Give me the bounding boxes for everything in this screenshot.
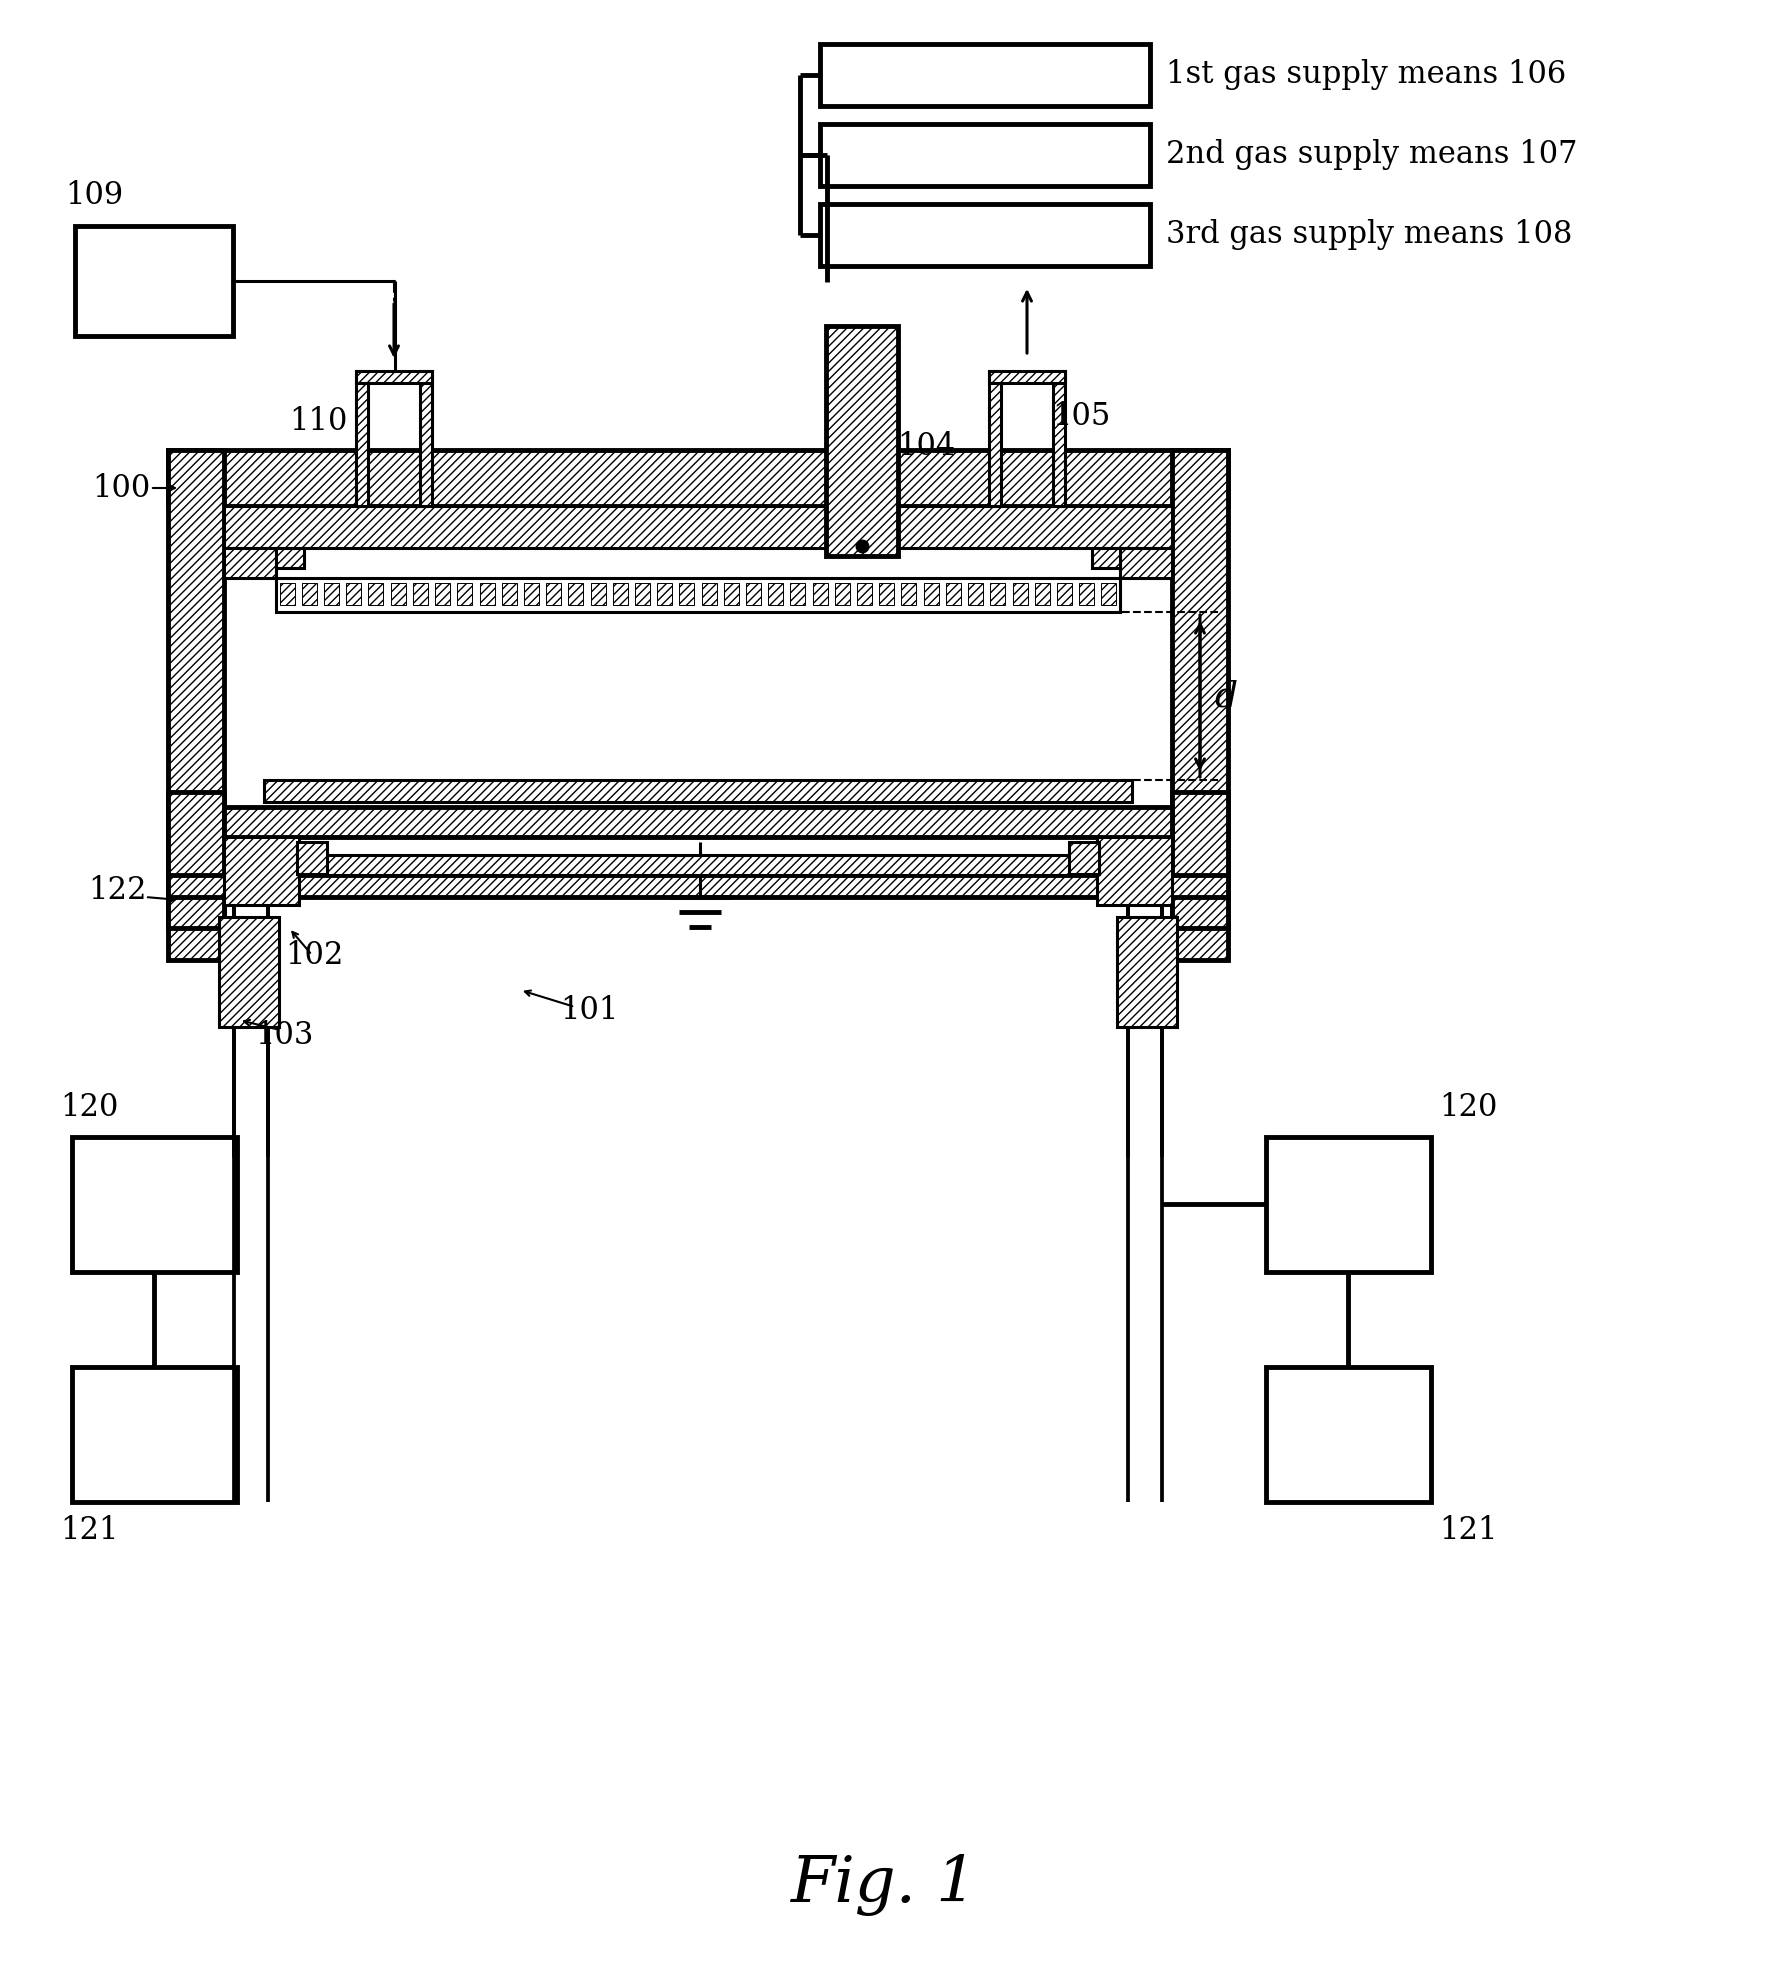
Bar: [769, 583, 783, 605]
Text: 100: 100: [92, 472, 150, 504]
Bar: [297, 842, 327, 873]
Bar: [168, 792, 225, 929]
Text: d: d: [1215, 680, 1238, 713]
Text: 104: 104: [896, 431, 955, 462]
Bar: [74, 225, 233, 336]
Bar: [1057, 583, 1071, 605]
Text: 121: 121: [60, 1514, 118, 1545]
Bar: [613, 583, 628, 605]
Bar: [1101, 583, 1116, 605]
Text: 120: 120: [60, 1091, 118, 1122]
Bar: [546, 583, 560, 605]
Bar: [324, 583, 339, 605]
Bar: [276, 579, 1119, 613]
Bar: [347, 583, 361, 605]
Bar: [263, 781, 1132, 802]
Bar: [820, 124, 1149, 186]
Bar: [1096, 838, 1172, 905]
Bar: [635, 583, 651, 605]
Bar: [368, 583, 384, 605]
Bar: [168, 451, 1229, 506]
Bar: [746, 583, 760, 605]
Bar: [302, 583, 316, 605]
Bar: [479, 583, 495, 605]
Bar: [923, 583, 939, 605]
Bar: [568, 583, 583, 605]
Bar: [591, 583, 606, 605]
Bar: [391, 583, 405, 605]
Bar: [225, 547, 276, 579]
Bar: [1266, 1367, 1430, 1502]
Bar: [1266, 1136, 1430, 1273]
Bar: [988, 371, 1001, 506]
Bar: [679, 583, 695, 605]
Bar: [1013, 583, 1027, 605]
Bar: [225, 856, 1172, 875]
Bar: [225, 506, 1172, 547]
Bar: [168, 875, 1229, 897]
Bar: [168, 451, 225, 960]
Bar: [435, 583, 451, 605]
Text: 3rd gas supply means 108: 3rd gas supply means 108: [1167, 219, 1572, 251]
Bar: [1093, 547, 1119, 567]
Bar: [225, 806, 1172, 838]
Text: 121: 121: [1439, 1514, 1497, 1545]
Bar: [1078, 583, 1094, 605]
Bar: [458, 583, 472, 605]
Bar: [1172, 451, 1229, 960]
Bar: [279, 583, 295, 605]
Bar: [702, 583, 716, 605]
Bar: [421, 371, 431, 506]
Bar: [813, 583, 827, 605]
Bar: [857, 583, 872, 605]
Bar: [820, 43, 1149, 107]
Bar: [988, 371, 1064, 383]
Text: 109: 109: [65, 180, 124, 211]
Bar: [225, 838, 299, 905]
Text: 1st gas supply means 106: 1st gas supply means 106: [1167, 59, 1566, 91]
Text: 2nd gas supply means 107: 2nd gas supply means 107: [1167, 140, 1577, 170]
Bar: [658, 583, 672, 605]
Bar: [502, 583, 516, 605]
Bar: [219, 917, 279, 1028]
Text: 102: 102: [285, 939, 343, 970]
Bar: [72, 1367, 237, 1502]
Bar: [820, 204, 1149, 267]
Bar: [723, 583, 739, 605]
Bar: [1172, 792, 1229, 929]
Bar: [879, 583, 895, 605]
Text: 110: 110: [288, 405, 347, 437]
Bar: [72, 1136, 237, 1273]
Bar: [790, 583, 806, 605]
Text: 101: 101: [560, 994, 619, 1026]
Bar: [1119, 547, 1172, 579]
Bar: [969, 583, 983, 605]
Bar: [826, 326, 898, 555]
Bar: [1117, 917, 1177, 1028]
Text: Fig. 1: Fig. 1: [790, 1853, 978, 1917]
Text: 122: 122: [88, 875, 147, 905]
Text: 105: 105: [1052, 401, 1110, 431]
Bar: [276, 547, 304, 567]
Text: 120: 120: [1439, 1091, 1497, 1122]
Bar: [946, 583, 962, 605]
Bar: [1054, 371, 1064, 506]
Bar: [1034, 583, 1050, 605]
Bar: [355, 371, 431, 383]
Bar: [414, 583, 428, 605]
Text: 103: 103: [255, 1020, 313, 1051]
Bar: [523, 583, 539, 605]
Bar: [355, 371, 368, 506]
Bar: [990, 583, 1006, 605]
Bar: [834, 583, 850, 605]
Bar: [1070, 842, 1100, 873]
Bar: [902, 583, 916, 605]
